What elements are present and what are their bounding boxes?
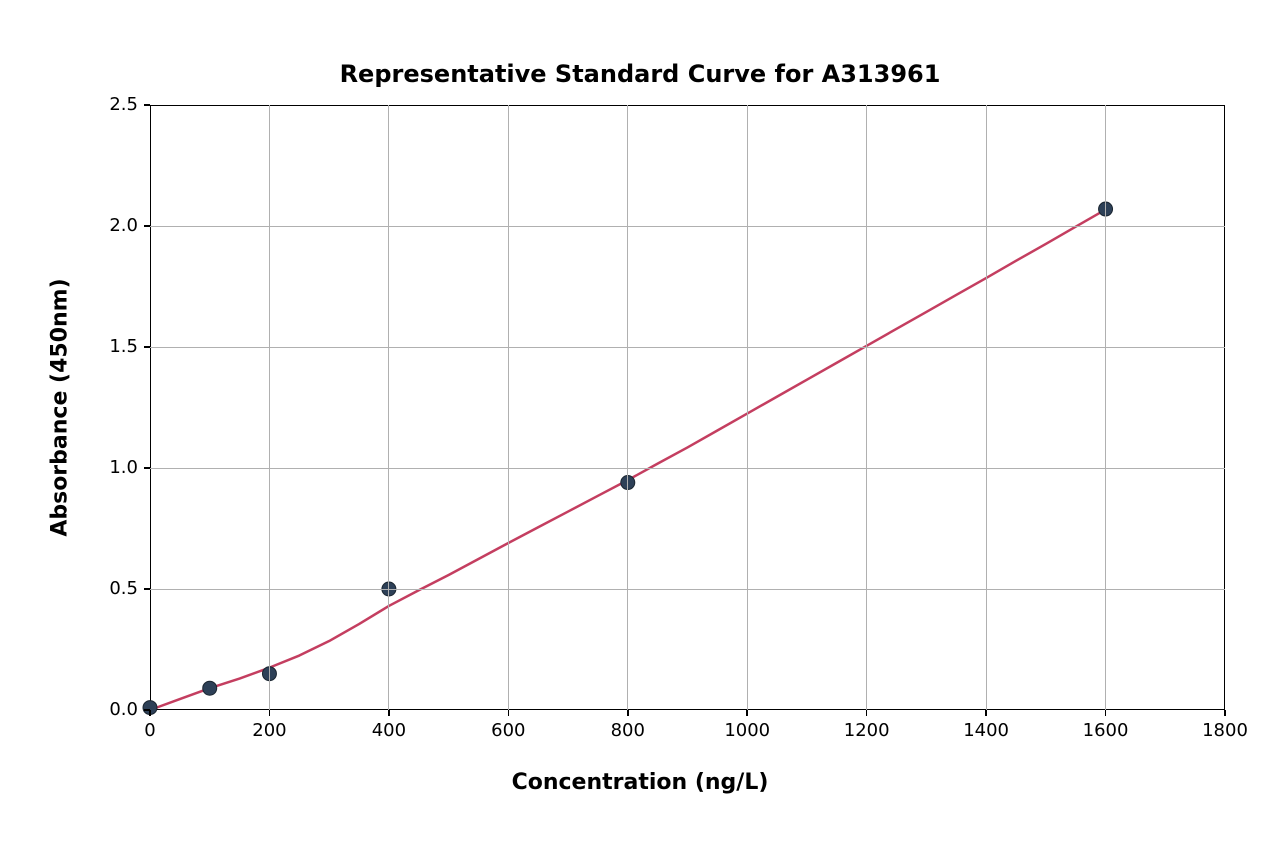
plot-area (150, 105, 1225, 710)
x-axis-label: Concentration (ng/L) (0, 770, 1280, 795)
x-tick-label: 200 (239, 720, 299, 741)
y-tick-label: 2.0 (109, 215, 138, 236)
x-tick-mark (269, 710, 271, 716)
x-tick-mark (1224, 710, 1226, 716)
grid-line-vertical (986, 105, 987, 710)
x-tick-label: 1400 (956, 720, 1016, 741)
x-tick-label: 0 (120, 720, 180, 741)
x-tick-mark (149, 710, 151, 716)
y-tick-label: 0.0 (109, 699, 138, 720)
x-tick-mark (388, 710, 390, 716)
y-tick-mark (144, 588, 150, 590)
x-tick-mark (866, 710, 868, 716)
y-tick-label: 1.5 (109, 336, 138, 357)
grid-line-vertical (866, 105, 867, 710)
grid-line-horizontal (150, 589, 1225, 590)
x-tick-label: 1600 (1076, 720, 1136, 741)
grid-line-horizontal (150, 468, 1225, 469)
x-tick-label: 800 (598, 720, 658, 741)
grid-line-vertical (747, 105, 748, 710)
x-tick-label: 400 (359, 720, 419, 741)
y-tick-label: 1.0 (109, 457, 138, 478)
y-tick-mark (144, 104, 150, 106)
grid-line-horizontal (150, 347, 1225, 348)
x-tick-label: 1000 (717, 720, 777, 741)
y-tick-mark (144, 467, 150, 469)
x-tick-label: 600 (478, 720, 538, 741)
grid-line-vertical (388, 105, 389, 710)
x-tick-mark (985, 710, 987, 716)
x-tick-mark (508, 710, 510, 716)
x-tick-mark (1105, 710, 1107, 716)
y-tick-mark (144, 225, 150, 227)
y-tick-mark (144, 346, 150, 348)
x-tick-label: 1800 (1195, 720, 1255, 741)
grid-line-vertical (269, 105, 270, 710)
y-tick-mark (144, 709, 150, 711)
chart-container: Representative Standard Curve for A31396… (0, 0, 1280, 845)
y-tick-label: 2.5 (109, 94, 138, 115)
grid-line-vertical (627, 105, 628, 710)
x-tick-mark (627, 710, 629, 716)
grid-line-horizontal (150, 226, 1225, 227)
grid-line-vertical (508, 105, 509, 710)
chart-title: Representative Standard Curve for A31396… (0, 60, 1280, 88)
x-tick-label: 1200 (837, 720, 897, 741)
grid-line-vertical (1105, 105, 1106, 710)
x-tick-mark (746, 710, 748, 716)
y-axis-label: Absorbance (450nm) (48, 8, 73, 808)
y-tick-label: 0.5 (109, 578, 138, 599)
